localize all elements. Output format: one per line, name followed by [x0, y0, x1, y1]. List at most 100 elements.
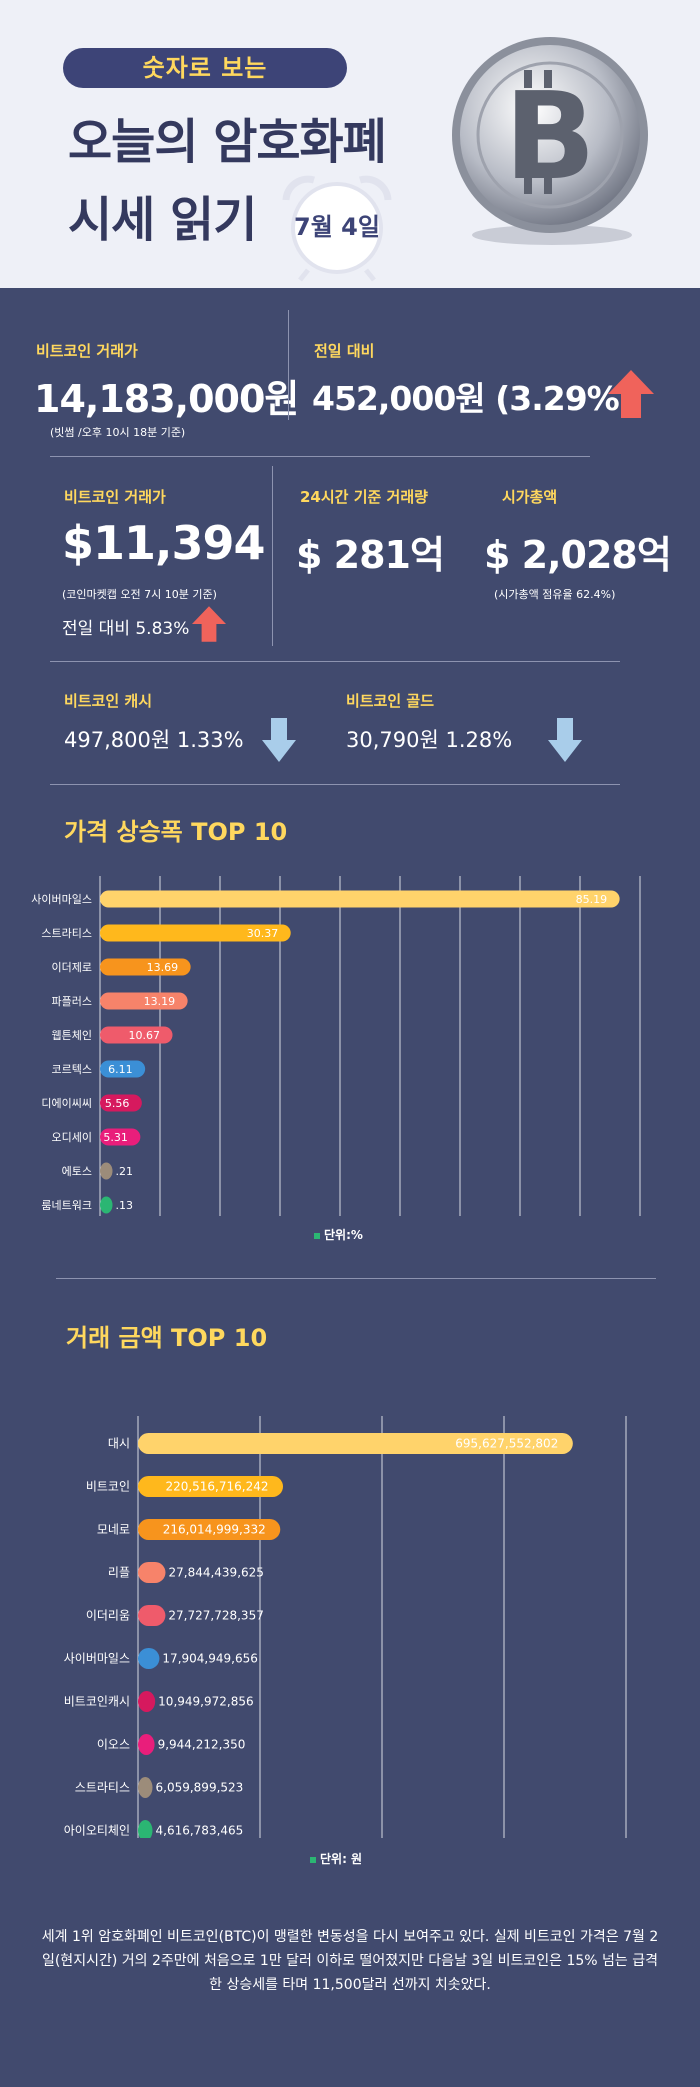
bar — [138, 1777, 153, 1798]
prev-day-value: 452,000원 (3.29%) — [312, 379, 634, 418]
value-label: .21 — [116, 1165, 134, 1178]
alarm-clock-icon — [282, 175, 392, 282]
value-label: 4,616,783,465 — [156, 1824, 244, 1838]
category-label: 파플러스 — [52, 995, 92, 1008]
bar — [100, 1060, 146, 1078]
category-label: 아이오티체인 — [64, 1824, 130, 1838]
stats-panel: 비트코인 거래가 14,183,000원 (빗썸 /오후 10시 18분 기준)… — [0, 288, 700, 2087]
header-pill: 숫자로 보는 — [63, 48, 347, 88]
value-label: 30.37 — [247, 927, 279, 940]
btc-usd-note: (코인마켓캡 오전 7시 10분 기준) — [62, 588, 217, 601]
bar — [138, 1691, 156, 1712]
bar — [138, 1734, 155, 1755]
up-arrow-icon — [192, 606, 226, 642]
category-label: 룸네트워크 — [41, 1199, 92, 1212]
bar — [138, 1519, 281, 1540]
down-arrow-icon — [262, 718, 296, 762]
footer-text: 세계 1위 암호화폐인 비트코인(BTC)이 맹렬한 변동성을 다시 보여주고 … — [41, 1929, 659, 1993]
volume-label: 24시간 기준 거래량 — [300, 488, 428, 506]
value-label: 6,059,899,523 — [156, 1781, 244, 1795]
value-label: 17,904,949,656 — [162, 1652, 257, 1666]
date-label: 7월 4일 — [294, 213, 380, 241]
category-label: 비트코인 — [86, 1480, 130, 1494]
category-label: 디에이씨씨 — [41, 1097, 92, 1110]
bar — [138, 1648, 160, 1669]
trade-volume-chart: 대시 695,627,552,802 비트코인 220,516,716,242 모네로 2… — [64, 1416, 627, 1838]
bar — [138, 1605, 166, 1626]
category-label: 이더제로 — [52, 961, 92, 974]
bar — [100, 924, 291, 942]
chart2-unit: 단위: 원 — [310, 1850, 362, 1867]
value-label: 13.69 — [147, 961, 179, 974]
value-label: 220,516,716,242 — [165, 1480, 268, 1494]
bar — [100, 890, 620, 908]
chart1-title: 가격 상승폭 TOP 10 — [64, 818, 288, 846]
btc-usd-value: $11,394 — [62, 516, 266, 570]
page-title-line1: 오늘의 암호화폐 — [68, 114, 387, 170]
up-arrow-icon — [608, 370, 654, 418]
bar — [100, 992, 188, 1010]
value-label: 27,844,439,625 — [168, 1566, 263, 1580]
category-label: 사이버마일스 — [64, 1652, 130, 1666]
bar — [100, 1026, 173, 1044]
category-label: 대시 — [108, 1437, 130, 1451]
value-label: 85.19 — [576, 893, 608, 906]
bch-label: 비트코인 캐시 — [64, 692, 153, 710]
market-cap-label: 시가총액 — [502, 488, 558, 506]
bar — [100, 1196, 113, 1214]
divider — [272, 466, 273, 646]
value-label: 695,627,552,802 — [455, 1437, 558, 1451]
btc-usd-label: 비트코인 거래가 — [64, 488, 166, 506]
btc-krw-note: (빗썸 /오후 10시 18분 기준) — [50, 426, 186, 439]
value-label: 10.67 — [129, 1029, 161, 1042]
btc-krw-label: 비트코인 거래가 — [36, 342, 138, 360]
value-label: 27,727,728,357 — [168, 1609, 263, 1623]
category-label: 스트라티스 — [41, 927, 92, 940]
category-label: 비트코인캐시 — [64, 1695, 130, 1709]
bar — [100, 958, 191, 976]
bar — [138, 1562, 166, 1583]
bar — [138, 1433, 573, 1454]
chart1-unit: 단위:% — [314, 1226, 363, 1243]
category-label: 이더리움 — [86, 1609, 130, 1623]
bar — [100, 1128, 141, 1146]
btg-value: 30,790원 1.28% — [346, 728, 513, 752]
value-label: 13.19 — [144, 995, 176, 1008]
bar — [138, 1820, 153, 1838]
bch-value: 497,800원 1.33% — [64, 728, 244, 752]
header-banner: 숫자로 보는 오늘의 암호화폐 시세 읽기 7월 4일 B — [0, 0, 700, 288]
category-label: 사이버마일스 — [31, 892, 92, 906]
divider — [50, 456, 590, 457]
bar — [100, 1162, 113, 1180]
value-label: 10,949,972,856 — [158, 1695, 253, 1709]
market-cap-value: $ 2,028억 — [484, 533, 672, 577]
category-label: 이오스 — [97, 1738, 130, 1752]
down-arrow-icon — [548, 718, 582, 762]
category-label: 웹튼체인 — [52, 1029, 92, 1042]
bar — [138, 1476, 284, 1497]
value-label: 216,014,999,332 — [163, 1523, 266, 1537]
category-label: 모네로 — [97, 1523, 130, 1537]
divider — [50, 784, 620, 785]
btc-usd-change: 전일 대비 5.83% — [62, 619, 190, 639]
price-gain-chart: 사이버마일스 85.19 스트라티스 30.37 이더제로 13.69 파플러스 13.19 웹… — [31, 876, 641, 1216]
bitcoin-coin-icon: B — [452, 37, 648, 245]
value-label: 9,944,212,350 — [158, 1738, 246, 1752]
chart2-title: 거래 금액 TOP 10 — [66, 1324, 268, 1352]
market-cap-note: (시가총액 점유율 62.4%) — [494, 588, 616, 601]
btg-label: 비트코인 골드 — [346, 692, 435, 710]
page-title-line2: 시세 읽기 — [68, 192, 257, 248]
divider — [50, 661, 620, 662]
value-label: 5.31 — [103, 1131, 128, 1144]
value-label: .13 — [116, 1199, 134, 1212]
btc-krw-value: 14,183,000원 — [34, 377, 299, 421]
divider — [56, 1278, 656, 1279]
category-label: 오디세이 — [52, 1131, 92, 1144]
prev-day-label: 전일 대비 — [314, 342, 375, 360]
value-label: 5.56 — [105, 1097, 130, 1110]
category-label: 코르텍스 — [52, 1063, 92, 1076]
divider — [288, 310, 289, 420]
category-label: 에토스 — [62, 1165, 92, 1178]
bar — [100, 1094, 142, 1112]
category-label: 스트라티스 — [75, 1781, 130, 1795]
